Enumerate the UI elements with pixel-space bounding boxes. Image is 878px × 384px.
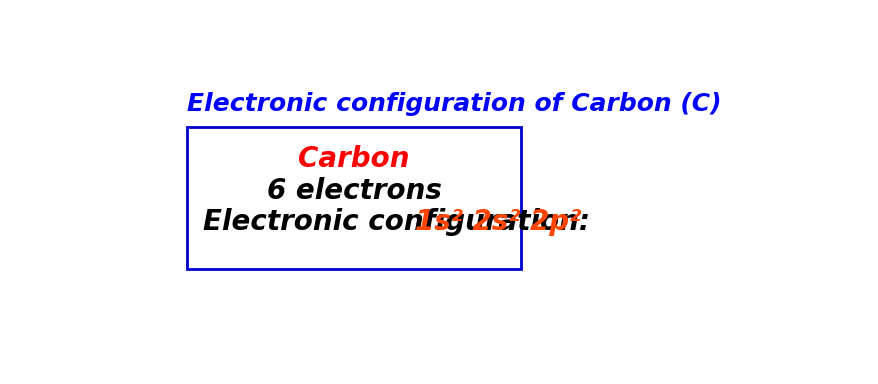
Text: Electronic configuration of Carbon (C): Electronic configuration of Carbon (C): [187, 92, 721, 116]
Text: 6 electrons: 6 electrons: [266, 177, 441, 205]
Text: 1s² 2s² 2p²: 1s² 2s² 2p²: [414, 208, 580, 236]
Text: Electronic configuration:: Electronic configuration:: [203, 208, 600, 236]
Text: Electronic configuration: 1s² 2s² 2p²: Electronic configuration: 1s² 2s² 2p²: [73, 208, 635, 236]
FancyBboxPatch shape: [187, 127, 520, 270]
Text: Electronic configuration:: Electronic configuration:: [110, 208, 506, 236]
Text: Carbon: Carbon: [298, 145, 409, 173]
